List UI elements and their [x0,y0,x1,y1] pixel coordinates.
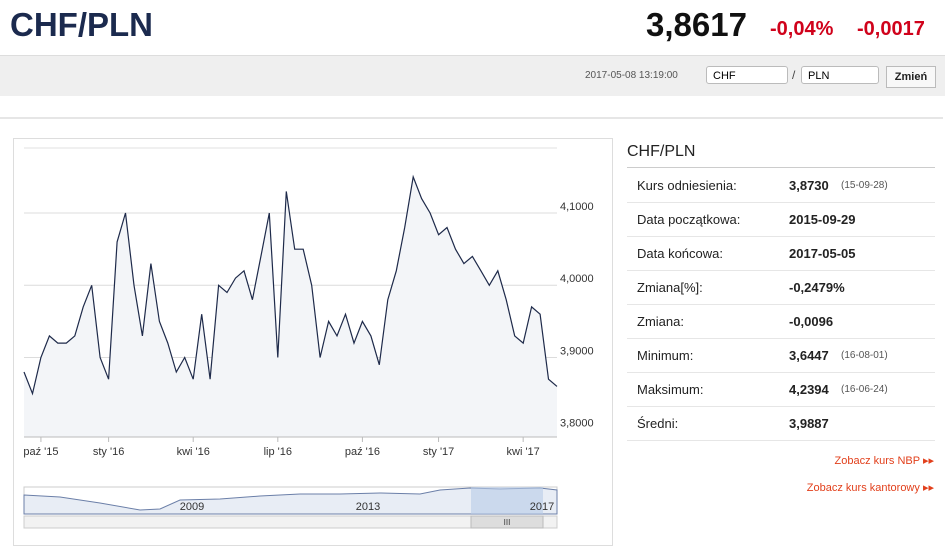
link-text[interactable]: Zobacz kurs kantorowy [806,482,920,494]
stats-row: Minimum: 3,6447 (16-08-01) [627,338,935,373]
separator: / [792,68,796,82]
toolbar: 2017-05-08 13:19:00 CHF / PLN Zmień [0,55,945,96]
stats-label: Minimum: [637,348,694,363]
stats-note: (16-08-01) [841,350,888,361]
y-tick-label: 3,8000 [560,418,594,430]
x-tick-label: kwi '17 [507,446,540,458]
stats-value: -0,2479% [789,280,845,295]
stats-title: CHF/PLN [627,143,696,160]
stats-row: Kurs odniesienia: 3,8730 (15-09-28) [627,168,935,203]
stats-rule [627,167,935,168]
timestamp: 2017-05-08 13:19:00 [585,70,678,81]
stats-row: Zmiana[%]: -0,2479% [627,270,935,305]
to-select[interactable]: PLN [801,66,879,84]
stats-value: 2015-09-29 [789,212,856,227]
navigator-label: 2017 [530,501,554,513]
stats-label: Kurs odniesienia: [637,178,737,193]
area [24,176,557,437]
stats-row: Data początkowa: 2015-09-29 [627,202,935,237]
rate: 3,8617 [646,6,747,43]
navigator-label: 2009 [180,501,204,513]
scrollbar[interactable] [23,515,558,529]
stats-note: (16-06-24) [841,384,888,395]
stats-row: Maksimum: 4,2394 (16-06-24) [627,372,935,407]
stats-label: Data końcowa: [637,246,723,261]
scroll-grip: III [504,518,511,527]
pair-title: CHF/PLN [10,6,153,43]
nbp-link[interactable]: Zobacz kurs NBP ▸▸ [834,455,935,467]
stats-label: Zmiana: [637,314,684,329]
stats-row: Zmiana: -0,0096 [627,304,935,339]
stats-label: Data początkowa: [637,212,741,227]
content [0,117,943,551]
x-tick-label: paź '16 [345,446,380,458]
link-text[interactable]: Zobacz kurs NBP [834,455,920,467]
change-pct: -0,04% [770,18,834,40]
navigator-label: 2013 [356,501,380,513]
navigator-range[interactable] [471,487,543,514]
chart-box [13,138,613,546]
stats-value: 3,9887 [789,416,829,431]
stats-row: Data końcowa: 2017-05-05 [627,236,935,271]
stats-note: (15-09-28) [841,180,888,191]
x-tick-label: sty '17 [423,446,454,458]
x-tick-label: kwi '16 [177,446,210,458]
stats-value: 3,6447 [789,348,829,363]
kantor-link[interactable]: Zobacz kurs kantorowy ▸▸ [806,482,934,494]
x-tick-label: sty '16 [93,446,124,458]
header: CHF/PLN 3,8617 -0,04% -0,0017 [0,0,945,55]
stats-label: Maksimum: [637,382,704,397]
stats-value: 4,2394 [789,382,829,397]
navigator-line [23,487,558,515]
y-tick-label: 3,9000 [560,345,594,357]
stats-row: Średni: 3,9887 [627,406,935,441]
change-abs: -0,0017 [857,18,925,40]
y-tick-label: 4,1000 [560,201,594,213]
from-select[interactable]: CHF [706,66,788,84]
stats-label: Zmiana[%]: [637,280,703,295]
stats-value: 3,8730 [789,178,829,193]
y-tick-label: 4,0000 [560,273,594,285]
change-button[interactable]: Zmień [886,66,936,88]
line [23,174,558,396]
x-tick-label: lip '16 [264,446,292,458]
x-tick-label: paź '15 [23,446,58,458]
scroll-thumb[interactable] [470,515,544,529]
stats-label: Średni: [637,416,679,431]
stats-value: -0,0096 [789,314,834,329]
stats-value: 2017-05-05 [789,246,856,261]
chart: 2009 2013 2017 III 3,8000 3,9000 4,0000 4,1… [23,147,594,529]
